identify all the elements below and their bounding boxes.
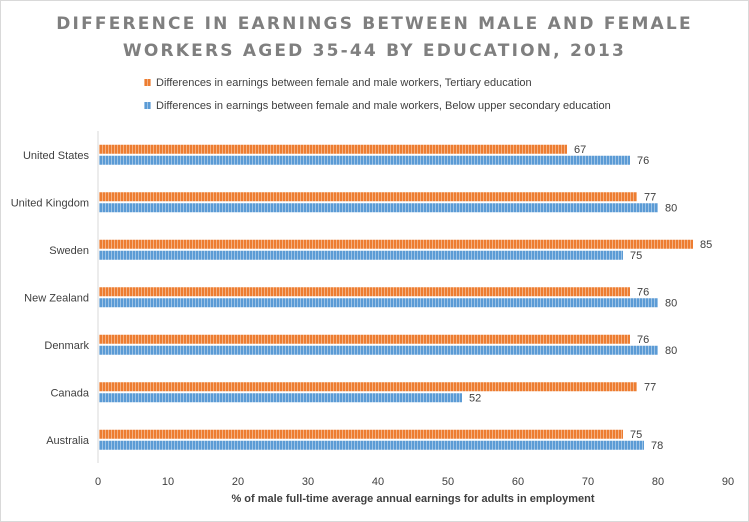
x-axis-title: % of male full-time average annual earni… [231,493,594,505]
x-tick-label: 20 [232,476,244,488]
data-label-below-upper-secondary: 52 [469,392,481,404]
data-label-below-upper-secondary: 80 [665,297,677,309]
data-label-tertiary: 77 [644,191,656,203]
bar-below-upper-secondary [99,155,630,165]
data-label-tertiary: 67 [574,144,586,156]
data-label-tertiary: 77 [644,381,656,393]
legend-swatch-tertiary [144,79,151,86]
legend-label-below-upper-secondary: Differences in earnings between female a… [156,100,611,112]
x-tick-label: 70 [582,476,594,488]
data-labels: 67 76 77 80 85 75 76 80 76 80 77 52 75 78 [469,144,712,452]
x-tick-label: 50 [442,476,454,488]
legend-item-tertiary: Differences in earnings between female a… [144,77,532,89]
category-label: Australia [46,435,90,447]
bar-tertiary [99,382,637,392]
x-axis-ticks: 0 10 20 30 40 50 60 70 80 90 [95,476,734,488]
data-label-below-upper-secondary: 76 [637,155,649,167]
legend-label-tertiary: Differences in earnings between female a… [156,77,532,89]
category-labels: United States United Kingdom Sweden New Zea… [11,150,90,447]
legend-swatch-below-upper-secondary [144,102,151,109]
x-tick-label: 60 [512,476,524,488]
x-tick-label: 10 [162,476,174,488]
chart-title: DIFFERENCE IN EARNINGS BETWEEN MALE AND … [1,11,748,65]
category-label: United Kingdom [11,197,89,209]
bar-tertiary [99,192,637,202]
bars [99,144,693,450]
category-label: United States [23,150,90,162]
data-label-below-upper-secondary: 78 [651,440,663,452]
bar-tertiary [99,287,630,297]
bar-below-upper-secondary [99,345,658,355]
chart-title-line-1: DIFFERENCE IN EARNINGS BETWEEN MALE AND … [56,14,693,34]
legend-item-below-upper-secondary: Differences in earnings between female a… [144,100,611,112]
data-label-tertiary: 75 [630,429,642,441]
bar-tertiary [99,334,630,344]
data-label-tertiary: 85 [700,239,712,251]
x-tick-label: 80 [652,476,664,488]
data-label-below-upper-secondary: 75 [630,250,642,262]
bar-below-upper-secondary [99,393,462,403]
data-label-below-upper-secondary: 80 [665,345,677,357]
bar-below-upper-secondary [99,440,644,450]
x-tick-label: 0 [95,476,101,488]
category-label: Denmark [44,340,89,352]
x-tick-label: 30 [302,476,314,488]
category-label: New Zealand [24,292,89,304]
data-label-tertiary: 76 [637,334,649,346]
bar-tertiary [99,239,693,249]
x-tick-label: 90 [722,476,734,488]
data-label-tertiary: 76 [637,286,649,298]
chart-legend: Differences in earnings between female a… [144,77,611,112]
x-tick-label: 40 [372,476,384,488]
data-label-below-upper-secondary: 80 [665,202,677,214]
bar-below-upper-secondary [99,203,658,213]
chart-title-line-2: WORKERS AGED 35-44 BY EDUCATION, 2013 [122,41,627,61]
bar-below-upper-secondary [99,298,658,308]
bar-tertiary [99,144,567,154]
bar-below-upper-secondary [99,250,623,260]
category-label: Sweden [49,245,89,257]
category-label: Canada [50,387,89,399]
bar-tertiary [99,429,623,439]
